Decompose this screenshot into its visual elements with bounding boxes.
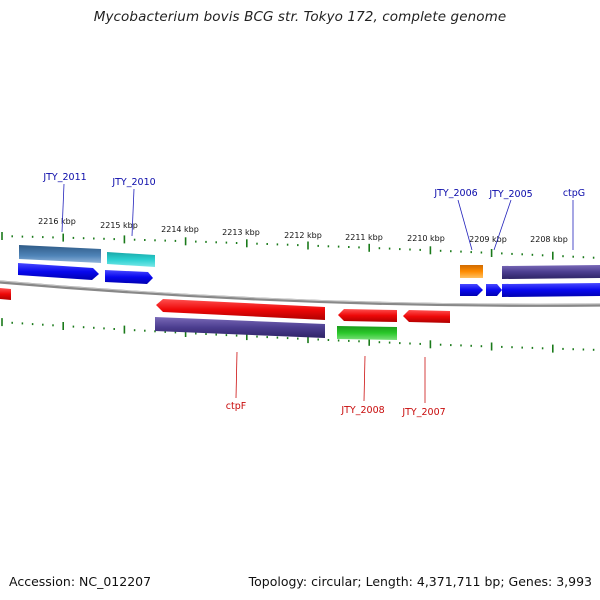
cds-left-edge-arrow[interactable] (0, 288, 11, 300)
kbp-label: 2209 kbp (469, 235, 507, 244)
gene-label-ctpg[interactable]: ctpG (563, 188, 585, 199)
genome-backbone-highlight (0, 280, 600, 305)
cds-ctpg-arrow[interactable] (502, 283, 600, 297)
gene-labels-bottom: ctpF JTY_2008 JTY_2007 (226, 401, 446, 418)
kbp-label: 2208 kbp (530, 235, 568, 244)
map-title: Mycobacterium bovis BCG str. Tokyo 172, … (93, 9, 507, 25)
kbp-label: 2216 kbp (38, 217, 76, 226)
label-leader-lines (61, 183, 574, 403)
feature-row-upper (19, 245, 600, 279)
gene-label-jty-2006[interactable]: JTY_2006 (433, 188, 477, 199)
gene-label-jty-2010[interactable]: JTY_2010 (111, 177, 155, 188)
upper-tick-ruler (1, 232, 595, 260)
cds-jty-2011-arrow[interactable] (18, 263, 99, 280)
feature-jty-2008-box[interactable] (337, 326, 397, 340)
gene-label-jty-2005[interactable]: JTY_2005 (488, 189, 532, 200)
gene-labels-top: JTY_2011 JTY_2010 JTY_2006 JTY_2005 ctpG (42, 172, 585, 200)
cds-jty-2005-arrow[interactable] (486, 284, 502, 296)
gene-label-jty-2007[interactable]: JTY_2007 (401, 407, 445, 418)
feature-jty-2006-box[interactable] (460, 265, 483, 278)
leader-jty-2011 (61, 183, 65, 233)
forward-strand-cds (18, 263, 600, 297)
leader-ctpf (235, 351, 238, 399)
leader-jty-2010 (131, 188, 135, 237)
feature-jty-2010-box[interactable] (107, 252, 155, 267)
feature-ctpg-box[interactable] (502, 265, 600, 279)
reverse-strand-cds (0, 288, 450, 323)
kbp-label: 2215 kbp (100, 221, 138, 230)
cds-ctpf-arrow[interactable] (156, 299, 325, 320)
genome-backbone (0, 280, 600, 307)
cds-jty-2010-arrow[interactable] (105, 270, 153, 284)
feature-ctpf-box[interactable] (155, 317, 325, 338)
genome-summary-text: Topology: circular; Length: 4,371,711 bp… (248, 574, 592, 589)
gene-label-ctpf[interactable]: ctpF (226, 401, 246, 412)
kbp-scale: 2216 kbp 2215 kbp 2214 kbp 2213 kbp 2212… (38, 217, 568, 244)
cds-jty-2008-arrow[interactable] (338, 309, 397, 322)
leader-jty-2006 (457, 199, 473, 251)
accession-text: Accession: NC_012207 (9, 574, 152, 589)
kbp-label: 2211 kbp (345, 233, 383, 242)
cds-jty-2006-arrow[interactable] (460, 284, 483, 296)
kbp-label: 2210 kbp (407, 234, 445, 243)
kbp-label: 2212 kbp (284, 231, 322, 240)
leader-jty-2008 (363, 355, 366, 402)
cds-jty-2007-arrow[interactable] (403, 310, 450, 323)
gene-label-jty-2011[interactable]: JTY_2011 (42, 172, 86, 183)
feature-jty-2011-box[interactable] (19, 245, 101, 263)
kbp-label: 2213 kbp (222, 228, 260, 237)
kbp-label: 2214 kbp (161, 225, 199, 234)
leader-jty-2005 (493, 199, 512, 251)
lower-tick-ruler (1, 318, 595, 353)
gene-label-jty-2008[interactable]: JTY_2008 (340, 405, 384, 416)
feature-row-lower (155, 317, 397, 340)
